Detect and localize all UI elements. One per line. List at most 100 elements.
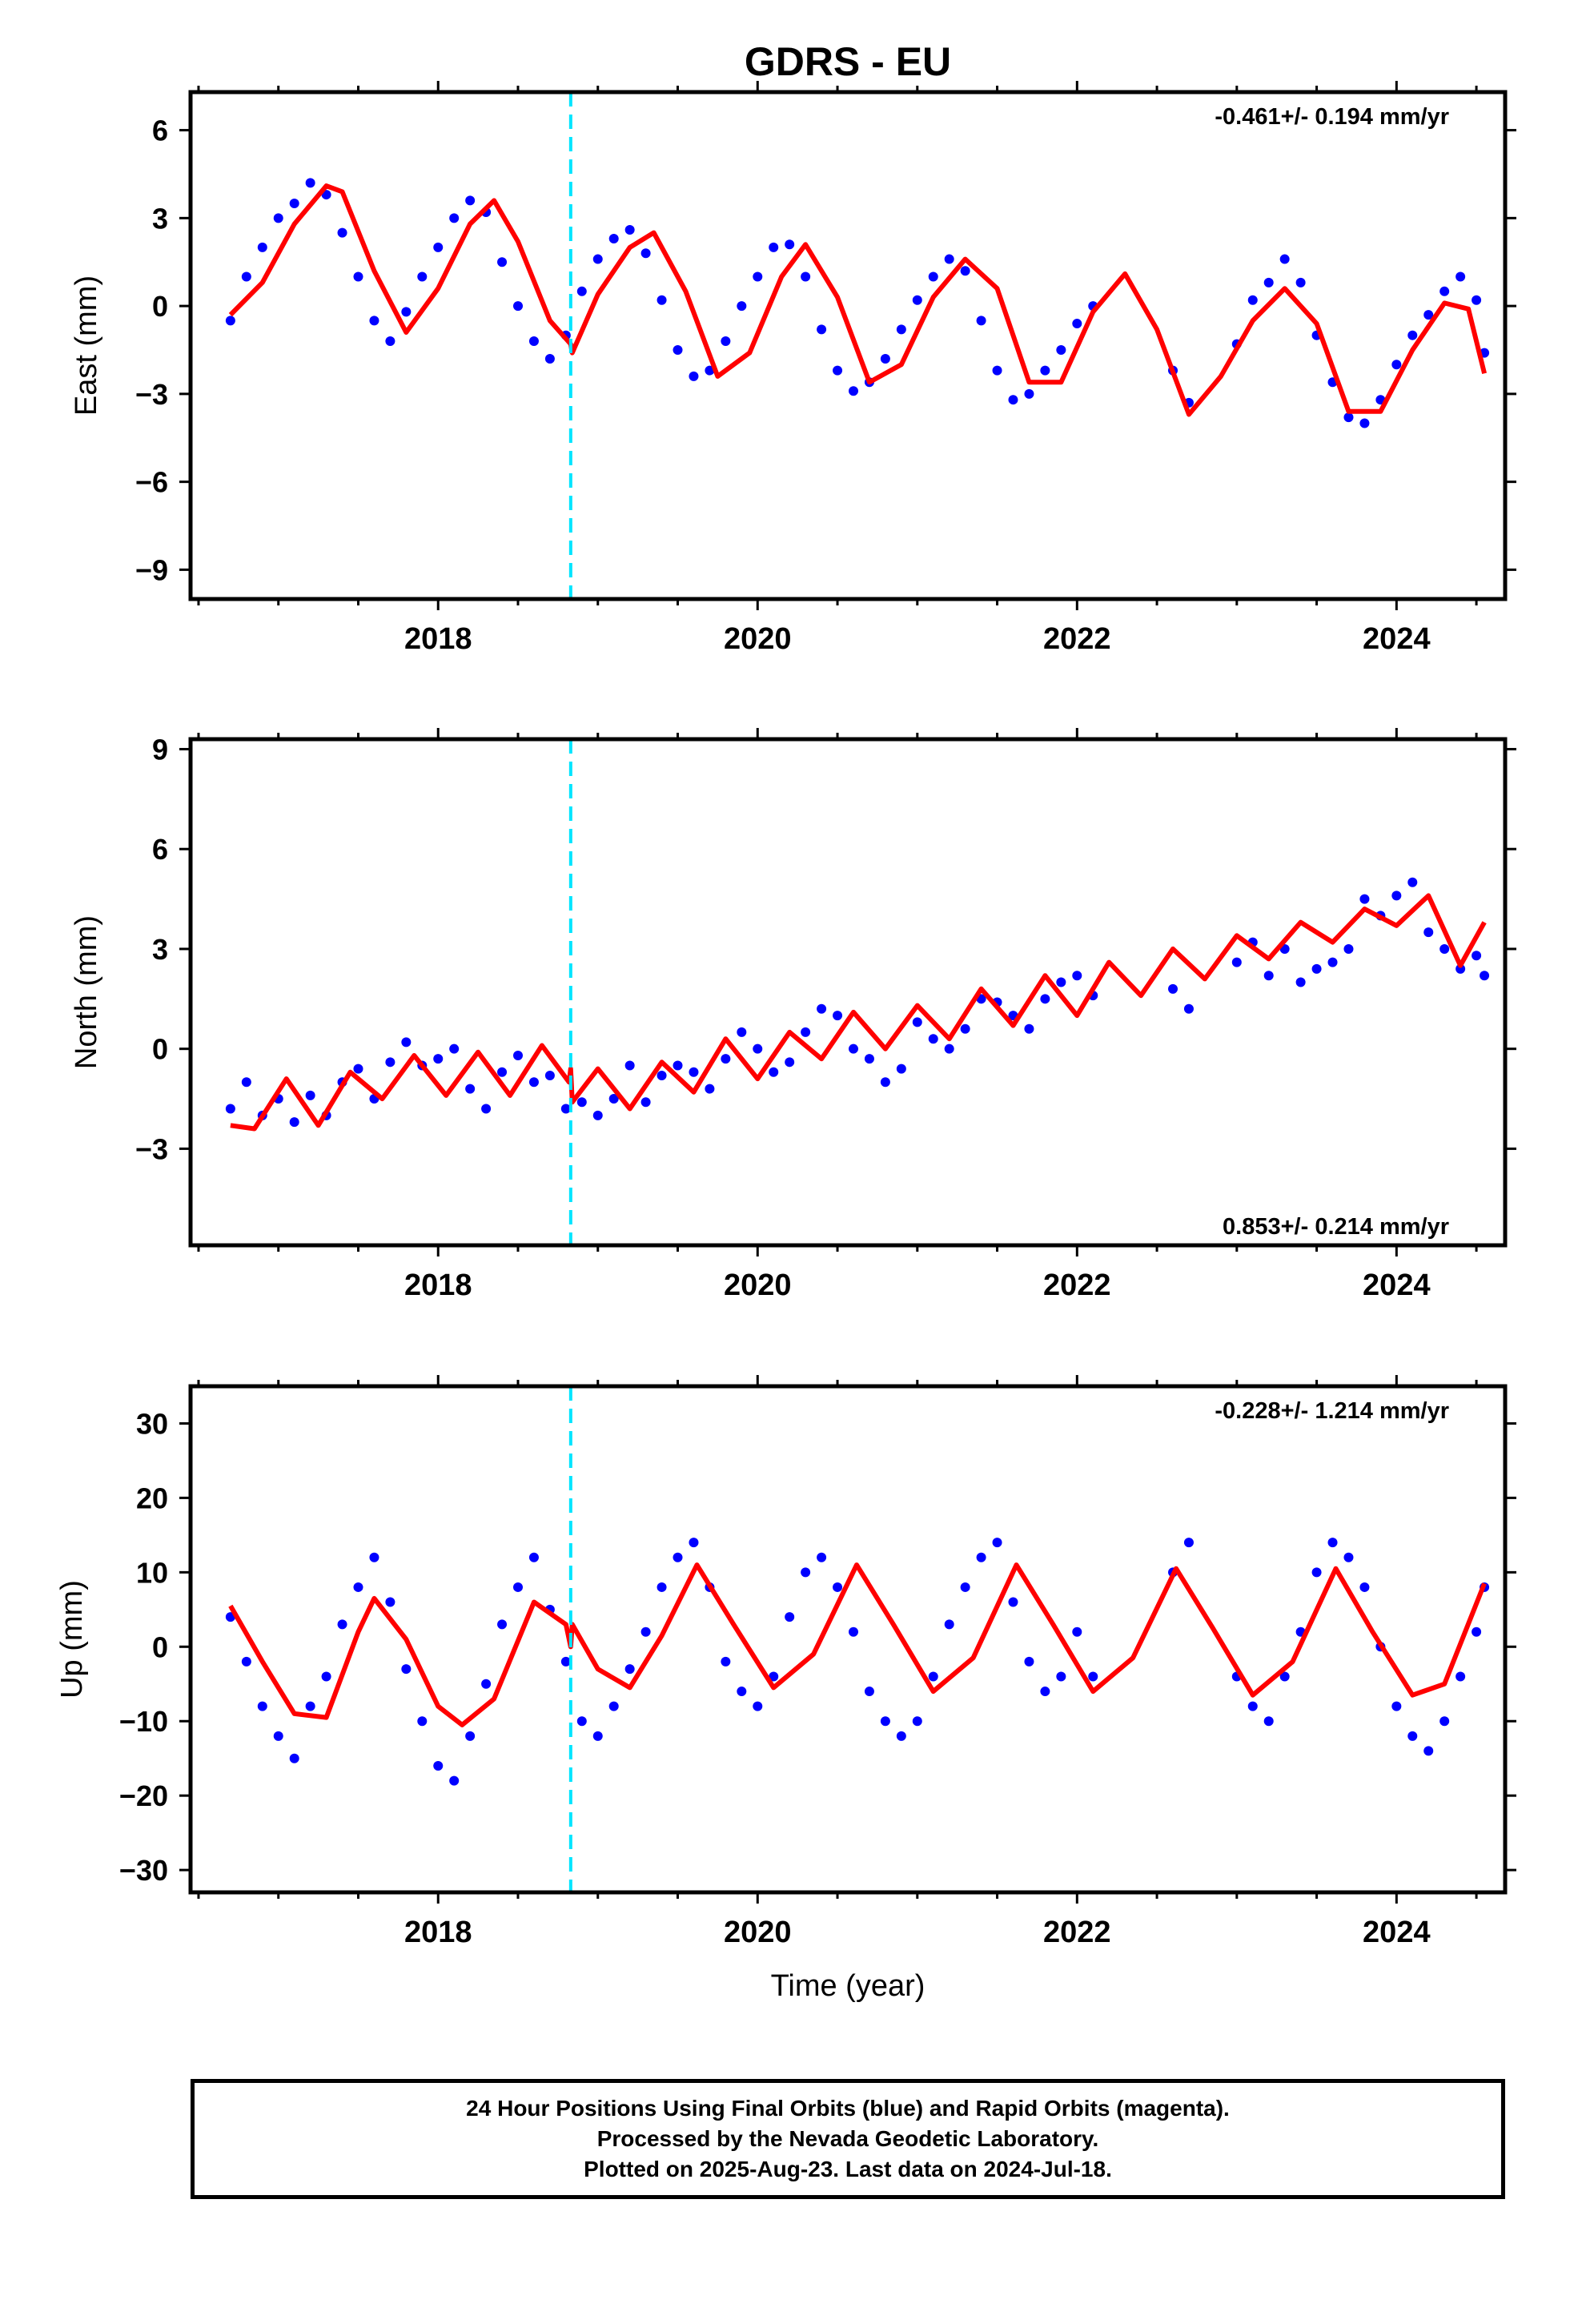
data-point [624, 1664, 635, 1675]
rate-label: -0.461+/- 0.194 mm/yr [1215, 104, 1449, 130]
plot-frame [188, 1384, 1508, 1895]
data-point [1391, 360, 1402, 370]
data-point [1456, 963, 1466, 974]
footer-box: 24 Hour Positions Using Final Orbits (bl… [191, 2079, 1505, 2199]
data-point [801, 271, 811, 282]
plot-frame [188, 90, 1508, 601]
data-point [417, 1716, 428, 1727]
data-point [1423, 1746, 1434, 1756]
data-point [1183, 1538, 1194, 1548]
data-point [273, 1731, 283, 1741]
data-point [433, 1761, 444, 1771]
data-point [912, 295, 922, 305]
data-point [785, 1612, 795, 1622]
data-point [353, 1063, 363, 1074]
data-point [944, 1043, 954, 1054]
data-point [640, 1626, 651, 1637]
data-point [976, 1552, 986, 1562]
data-point [1343, 943, 1354, 954]
y-tick-label: 9 [152, 733, 168, 766]
data-point [401, 1037, 412, 1047]
data-point [241, 1077, 251, 1088]
data-point [544, 1070, 555, 1080]
data-point [1183, 1003, 1194, 1014]
y-tick-label: −9 [135, 553, 168, 586]
model-line [228, 183, 1488, 417]
data-point [449, 1775, 460, 1786]
data-point [528, 1552, 539, 1562]
data-point [1263, 971, 1274, 981]
rate-label: -0.228+/- 1.214 mm/yr [1215, 1398, 1449, 1424]
data-point [1343, 412, 1354, 423]
data-point [1407, 330, 1418, 340]
data-point [305, 178, 315, 188]
data-point [337, 227, 347, 238]
data-point [385, 1597, 396, 1607]
data-point [1072, 1626, 1082, 1637]
data-point [1024, 388, 1034, 399]
data-point [689, 371, 699, 381]
data-point [257, 242, 267, 252]
data-point [817, 1003, 827, 1014]
data-point [1024, 1656, 1034, 1667]
data-point [1040, 1687, 1050, 1697]
y-tick-label: −6 [135, 466, 168, 499]
data-point [960, 1023, 970, 1034]
y-tick-label: 6 [152, 833, 168, 866]
data-point [656, 1070, 667, 1080]
data-point [928, 1671, 938, 1682]
data-point [912, 1017, 922, 1027]
data-point [833, 1011, 843, 1021]
data-point [944, 254, 954, 264]
footer-line-3: Plotted on 2025-Aug-23. Last data on 202… [584, 2157, 1112, 2181]
data-point [1327, 957, 1338, 967]
data-point [465, 1731, 476, 1741]
data-point [1168, 983, 1178, 994]
data-point [1359, 1582, 1370, 1592]
plot-area [225, 1386, 1490, 1892]
data-point [497, 1067, 508, 1077]
data-point [305, 1701, 315, 1711]
data-point [497, 257, 508, 267]
data-point [753, 1043, 763, 1054]
data-point [225, 316, 235, 326]
data-point [544, 353, 555, 364]
data-point [1024, 1023, 1034, 1034]
data-point [1056, 977, 1066, 987]
data-point [481, 1104, 492, 1114]
data-point [656, 295, 667, 305]
data-point [1263, 1716, 1274, 1727]
x-tick-label: 2024 [1363, 1269, 1431, 1302]
y-tick-label: −3 [135, 378, 168, 411]
data-point [1231, 957, 1242, 967]
x-axis-label: Time (year) [771, 1969, 926, 2003]
data-point [673, 1060, 683, 1071]
data-point [465, 1084, 476, 1094]
data-point [880, 1716, 890, 1727]
data-point [976, 316, 986, 326]
data-point [848, 1626, 858, 1637]
plot-area [225, 739, 1490, 1245]
data-point [385, 1057, 396, 1068]
data-point [912, 1716, 922, 1727]
data-point [833, 1582, 843, 1592]
data-point [337, 1619, 347, 1630]
data-point [1040, 365, 1050, 376]
data-point [992, 365, 1002, 376]
data-point [576, 1097, 587, 1108]
data-point [1295, 277, 1306, 287]
data-point [1472, 951, 1482, 961]
data-point [433, 1054, 444, 1064]
data-point [353, 1582, 363, 1592]
data-point [1072, 971, 1082, 981]
rate-label: 0.853+/- 0.214 mm/yr [1223, 1214, 1449, 1240]
data-point [1008, 395, 1018, 405]
data-point [1456, 1671, 1466, 1682]
y-tick-label: 3 [152, 933, 168, 966]
data-point [1279, 254, 1290, 264]
data-point [1439, 943, 1450, 954]
data-point [1391, 891, 1402, 901]
data-point [417, 271, 428, 282]
data-point [289, 1117, 299, 1128]
data-point [289, 1753, 299, 1763]
